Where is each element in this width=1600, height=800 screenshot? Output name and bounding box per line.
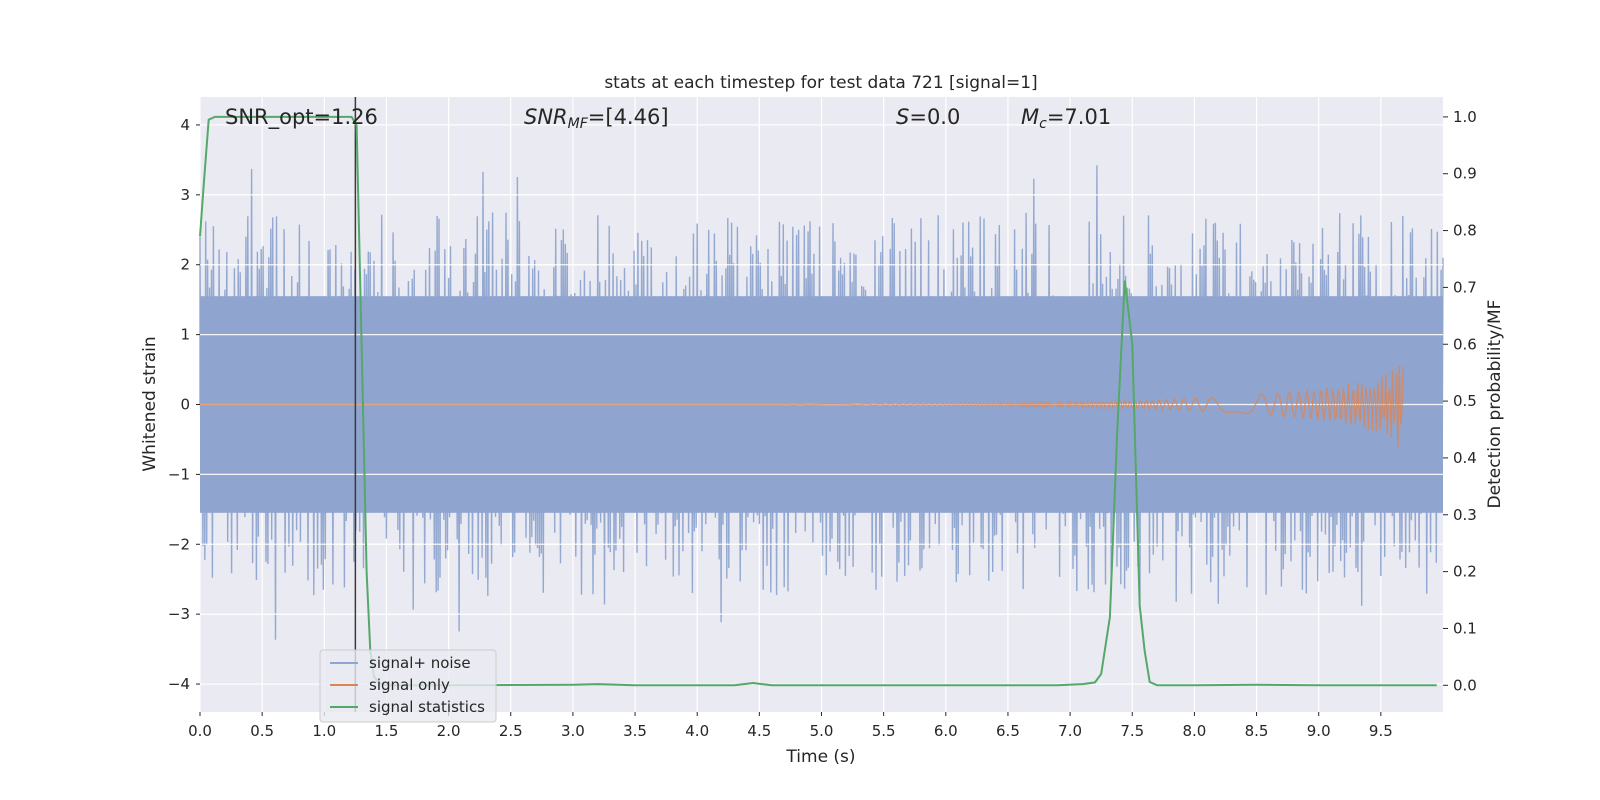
y2-tick-label-9: 0.1 [1453, 619, 1477, 637]
y-tick-label-3: 1 [180, 326, 190, 344]
legend-label-signal-statistics: signal statistics [369, 698, 485, 716]
y2-tick-label-7: 0.3 [1453, 506, 1477, 524]
x-tick-label-19: 9.5 [1369, 722, 1393, 740]
y-axis-right-label: Detection probability/MF [1485, 300, 1505, 509]
x-tick-label-17: 8.5 [1245, 722, 1269, 740]
y2-tick-label-3: 0.7 [1453, 278, 1477, 296]
series-signal-only [200, 365, 1404, 448]
x-tick-label-5: 2.5 [499, 722, 523, 740]
annotation-snr-opt: SNR_opt=1.26 [225, 105, 378, 130]
x-tick-label-0: 0.0 [188, 722, 212, 740]
x-tick-label-2: 1.0 [312, 722, 336, 740]
stats-trace [199, 115, 1437, 687]
x-tick-label-6: 3.0 [561, 722, 585, 740]
y-axis-right-ticks: 1.0 0.9 0.8 0.7 0.6 0.5 0.4 0.3 0.2 0.1 0.0 [1443, 108, 1477, 694]
annotation-snr-mf: SNRMF=[4.46] [524, 105, 669, 132]
x-tick-label-11: 5.5 [872, 722, 896, 740]
y-axis-left-label: Whitened strain [140, 336, 160, 471]
y2-tick-label-1: 0.9 [1453, 165, 1477, 183]
x-axis-ticks: 0.0 0.5 1.0 1.5 2.0 2.5 3.0 3.5 4.0 4.5 5.0 5.5 6.0 6… [188, 712, 1393, 740]
y2-tick-label-0: 1.0 [1453, 108, 1477, 126]
annotation-s: S=0.0 [896, 105, 960, 129]
legend-label-signal-only: signal only [369, 676, 450, 694]
y-tick-label-5: −1 [168, 465, 190, 483]
x-tick-label-12: 6.0 [934, 722, 958, 740]
chirp-trace [200, 365, 1404, 448]
chart-title: stats at each timestep for test data 721… [604, 73, 1037, 93]
x-tick-label-14: 7.0 [1058, 722, 1082, 740]
legend: signal+ noise signal only signal statist… [319, 649, 497, 723]
y-tick-label-2: 2 [180, 256, 190, 274]
x-tick-label-18: 9.0 [1307, 722, 1331, 740]
y2-tick-label-5: 0.5 [1453, 392, 1477, 410]
y-axis-left-ticks: 4 3 2 1 0 −1 −2 −3 −4 [168, 116, 200, 693]
y-tick-label-6: −2 [168, 535, 190, 553]
y-tick-label-8: −4 [168, 675, 190, 693]
y2-tick-label-6: 0.4 [1453, 449, 1477, 467]
legend-box [319, 649, 497, 723]
y-tick-label-1: 3 [180, 186, 190, 204]
series-signal-statistics [199, 115, 1437, 687]
legend-label-signal-noise: signal+ noise [369, 654, 471, 672]
x-tick-label-13: 6.5 [996, 722, 1020, 740]
x-tick-label-7: 3.5 [623, 722, 647, 740]
x-tick-label-4: 2.0 [437, 722, 461, 740]
x-tick-label-16: 8.0 [1182, 722, 1206, 740]
y2-tick-label-10: 0.0 [1453, 676, 1477, 694]
x-tick-label-10: 5.0 [810, 722, 834, 740]
y2-tick-label-2: 0.8 [1453, 222, 1477, 240]
y-tick-label-0: 4 [180, 116, 190, 134]
x-tick-label-8: 4.0 [685, 722, 709, 740]
y2-tick-label-4: 0.6 [1453, 335, 1477, 353]
y-tick-label-7: −3 [168, 605, 190, 623]
y-tick-label-4: 0 [180, 396, 190, 414]
x-tick-label-1: 0.5 [250, 722, 274, 740]
y2-tick-label-8: 0.2 [1453, 563, 1477, 581]
x-tick-label-9: 4.5 [747, 722, 771, 740]
x-tick-label-3: 1.5 [375, 722, 399, 740]
annotation-mc: Mc=7.01 [1021, 105, 1111, 132]
x-axis-label: Time (s) [785, 747, 855, 767]
x-tick-label-15: 7.5 [1120, 722, 1144, 740]
